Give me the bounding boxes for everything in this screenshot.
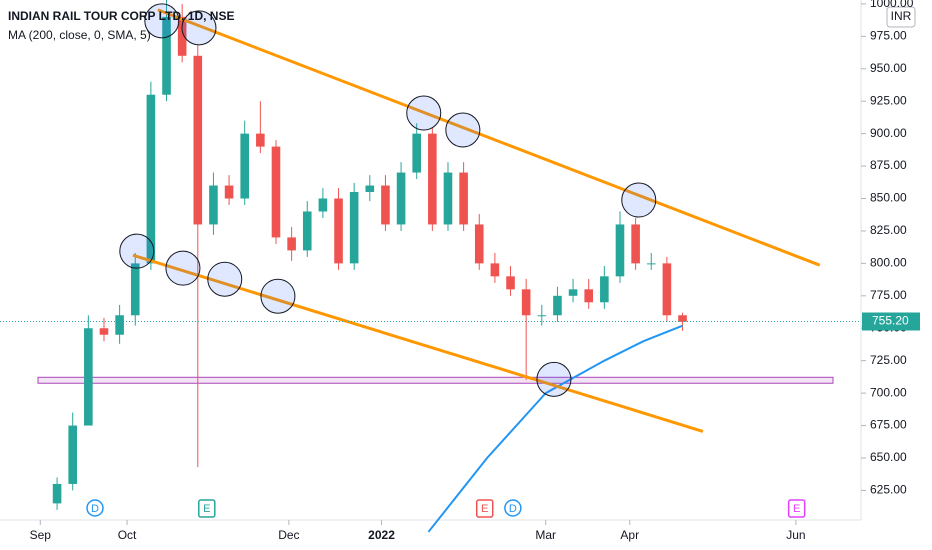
touch-circle <box>144 3 180 39</box>
candle-body <box>193 55 203 225</box>
candle-body <box>459 172 468 225</box>
candle-body <box>271 146 281 238</box>
candle-body <box>334 198 343 264</box>
candle-body <box>568 289 578 296</box>
touch-circle <box>119 233 155 269</box>
candle-body <box>68 425 78 484</box>
y-tick-label: 625.00 <box>870 483 907 497</box>
candle-body <box>115 315 124 335</box>
candle-body <box>584 289 594 303</box>
x-tick-label: Mar <box>535 528 556 542</box>
candle-body <box>631 224 640 264</box>
candle-body <box>365 185 375 193</box>
event-label: E <box>793 503 800 515</box>
candle-body <box>146 94 156 264</box>
event-label: E <box>481 503 488 515</box>
y-tick-label: 700.00 <box>870 385 907 399</box>
y-tick-label: 800.00 <box>870 256 907 270</box>
y-tick-label: 975.00 <box>870 28 907 42</box>
event-marker <box>475 499 494 518</box>
candle-body <box>396 172 406 225</box>
candle-body <box>209 185 218 225</box>
candle-body <box>474 224 484 264</box>
y-tick-label: 900.00 <box>870 126 907 140</box>
candle-body <box>490 263 500 277</box>
last-price-badge <box>862 312 920 331</box>
candle-body <box>84 328 93 426</box>
candle-body <box>615 224 625 277</box>
chart-title: INDIAN RAIL TOUR CORP LTD, 1D, NSE <box>8 9 234 23</box>
candle-body <box>177 16 187 56</box>
touch-circle <box>260 278 296 314</box>
event-label: D <box>91 503 99 515</box>
candle-body <box>443 172 453 225</box>
currency-badge[interactable] <box>886 6 916 28</box>
x-tick-label: Dec <box>278 528 299 542</box>
moving-average <box>427 324 683 533</box>
touch-circle <box>445 112 481 148</box>
candle-body <box>240 133 250 199</box>
event-marker <box>86 499 104 517</box>
candle-body <box>349 192 359 264</box>
y-tick-label: 725.00 <box>870 353 907 367</box>
trendline <box>132 253 704 433</box>
candle-body <box>130 263 140 316</box>
candle-body <box>521 289 531 316</box>
touch-circle <box>165 250 201 286</box>
x-tick-label: Apr <box>620 528 639 542</box>
y-tick-label: 1000.00 <box>870 0 914 10</box>
y-tick-label: 675.00 <box>870 418 907 432</box>
candle-body <box>318 198 328 212</box>
subtitle: MA (200, close, 0, SMA, 5) <box>8 28 151 42</box>
candle-body <box>678 315 687 322</box>
y-tick-label: 875.00 <box>870 158 907 172</box>
candle-body <box>287 237 296 251</box>
candle-body <box>600 276 609 303</box>
event-marker <box>198 499 216 518</box>
x-tick-label: Oct <box>118 528 137 542</box>
touch-circle <box>621 182 657 218</box>
touch-circle <box>536 361 572 397</box>
candle-body <box>646 263 656 265</box>
candle-body <box>381 185 390 225</box>
touch-circle <box>406 95 442 131</box>
candle-body <box>553 295 562 316</box>
event-label: D <box>509 503 517 515</box>
candle-body <box>428 133 437 225</box>
candle-body <box>52 483 62 504</box>
y-tick-label: 650.00 <box>870 450 907 464</box>
candle-body <box>412 133 422 173</box>
y-tick-label: 775.00 <box>870 288 907 302</box>
trendline <box>157 8 821 267</box>
y-tick-label: 825.00 <box>870 223 907 237</box>
y-tick-label: 925.00 <box>870 93 907 107</box>
y-tick-label: 850.00 <box>870 191 907 205</box>
candle-body <box>162 16 171 95</box>
candle-body <box>662 263 672 316</box>
candle-body <box>256 133 265 147</box>
x-tick-label: Jun <box>786 528 805 542</box>
candle-body <box>302 211 312 251</box>
candle-body <box>99 328 109 335</box>
event-marker <box>787 499 806 518</box>
x-tick-label: Sep <box>30 528 52 542</box>
y-tick-label: 950.00 <box>870 61 907 75</box>
candle-body <box>224 185 234 199</box>
last-price-label: 755.20 <box>872 314 909 328</box>
touch-circle <box>181 10 217 46</box>
candle-body <box>537 315 547 317</box>
x-tick-label: 2022 <box>368 528 395 542</box>
touch-circle <box>207 261 243 297</box>
currency: INR <box>891 9 912 23</box>
event-marker <box>504 499 522 517</box>
support-zone <box>37 376 834 384</box>
plot <box>0 0 861 533</box>
event-label: E <box>203 503 210 515</box>
candle-body <box>506 276 515 290</box>
